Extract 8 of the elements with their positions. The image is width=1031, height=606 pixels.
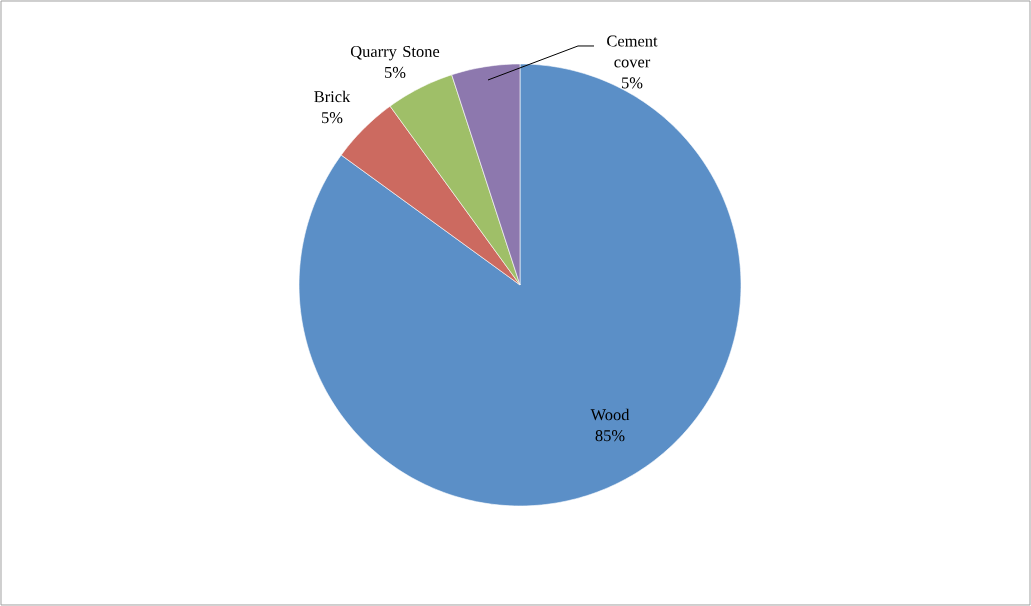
slice-label: Brick <box>314 90 351 103</box>
data-label: 5% <box>322 112 343 124</box>
slice-label: Cement cover <box>607 35 658 68</box>
data-label: 5% <box>385 66 406 78</box>
slice-label: Quarry Stone <box>350 45 440 61</box>
data-label: 5% <box>622 77 643 89</box>
data-label: 85% <box>595 430 625 442</box>
slice-label: Wood <box>590 408 630 421</box>
